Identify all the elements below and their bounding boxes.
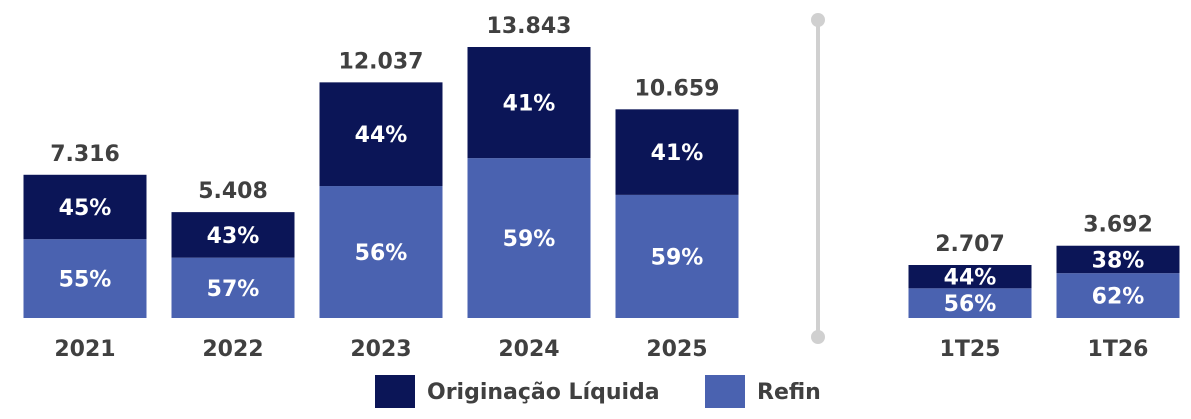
segment-label: 56%	[944, 292, 997, 317]
bar-segment	[319, 82, 443, 187]
bar-segment	[615, 109, 739, 195]
x-tick-label: 2024	[498, 337, 559, 362]
segment-label: 44%	[355, 123, 408, 148]
bar-segment	[23, 239, 147, 318]
total-label: 13.843	[487, 14, 572, 39]
bar-segment	[467, 158, 591, 318]
segment-label: 59%	[503, 227, 556, 252]
total-label: 7.316	[50, 142, 120, 167]
segment-label: 62%	[1092, 285, 1145, 310]
legend-swatch	[375, 375, 415, 408]
x-tick-label: 2022	[202, 337, 263, 362]
segment-label: 45%	[59, 196, 112, 221]
x-tick-label: 1T25	[940, 337, 1001, 362]
total-label: 5.408	[198, 179, 268, 204]
segment-label: 57%	[207, 277, 260, 302]
bar-segment	[23, 174, 147, 240]
legend-label: Originação Líquida	[427, 380, 660, 405]
segment-label: 56%	[355, 241, 408, 266]
total-label: 2.707	[935, 232, 1005, 257]
segment-label: 41%	[503, 92, 556, 117]
bar-segment	[908, 288, 1032, 318]
x-tick-label: 2025	[646, 337, 707, 362]
segment-label: 44%	[944, 266, 997, 291]
bar-segment	[615, 194, 739, 318]
bar-segment	[908, 265, 1032, 289]
x-tick-label: 2021	[54, 337, 115, 362]
total-label: 12.037	[339, 49, 424, 74]
bar-segment	[1056, 245, 1180, 274]
bar-segment	[171, 212, 295, 258]
legend-swatch	[705, 375, 745, 408]
total-label: 3.692	[1083, 213, 1153, 238]
segment-label: 38%	[1092, 248, 1145, 273]
segment-label: 41%	[651, 141, 704, 166]
bar-segment	[467, 47, 591, 159]
segment-label: 55%	[59, 268, 112, 293]
x-tick-label: 2023	[350, 337, 411, 362]
legend-label: Refin	[757, 380, 821, 405]
segment-label: 43%	[207, 224, 260, 249]
divider-end	[811, 330, 825, 344]
divider-end	[811, 13, 825, 27]
bar-segment	[1056, 273, 1180, 318]
x-tick-label: 1T26	[1088, 337, 1149, 362]
segment-label: 59%	[651, 245, 704, 270]
total-label: 10.659	[635, 76, 720, 101]
bar-segment	[171, 257, 295, 318]
bar-segment	[319, 186, 443, 318]
